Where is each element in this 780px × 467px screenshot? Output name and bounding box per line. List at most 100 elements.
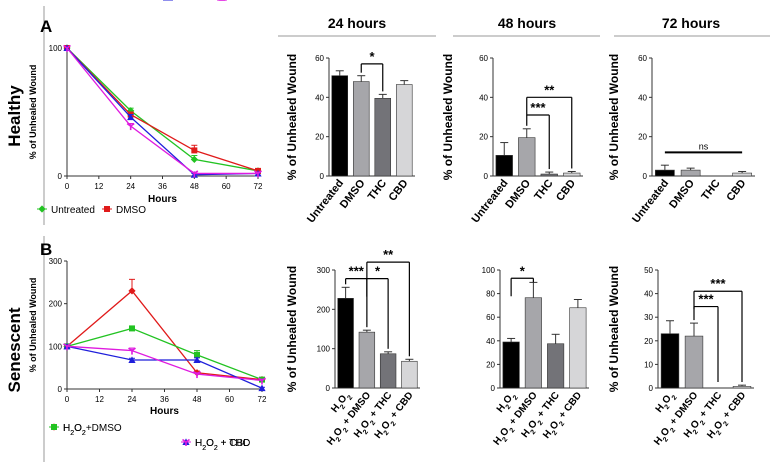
line-y-axis-label: % of Unhealed Wound bbox=[28, 65, 38, 160]
line-x-tick-label: 24 bbox=[126, 182, 135, 191]
legend-item: Untreated bbox=[37, 205, 95, 216]
bar-category-label: H2O2 bbox=[495, 390, 520, 416]
bar-category-label: H2O2 bbox=[654, 390, 679, 416]
data-point bbox=[258, 377, 266, 385]
significance-label: ** bbox=[544, 82, 555, 97]
header-48-hours: 48 hours bbox=[498, 15, 557, 31]
bar bbox=[337, 298, 354, 389]
legend-label: H2O2 + CBD bbox=[195, 438, 250, 452]
data-point-arm-1 bbox=[131, 347, 136, 352]
data-point bbox=[63, 44, 71, 52]
bar-category-label: CBD bbox=[724, 177, 748, 203]
bar-y-axis-label: % of Unhealed Wound bbox=[285, 54, 299, 180]
data-point-arm-2 bbox=[128, 347, 133, 352]
line-x-axis-label: Hours bbox=[148, 194, 177, 205]
data-point bbox=[193, 356, 201, 363]
significance-label: *** bbox=[530, 100, 546, 115]
data-point bbox=[258, 384, 266, 392]
legend-label: H2O2 bbox=[63, 423, 86, 437]
bar-y-tick-label: 40 bbox=[638, 93, 647, 102]
significance-bracket: ns bbox=[664, 141, 743, 154]
significance-bracket: ** bbox=[366, 247, 410, 357]
data-point-arm-1 bbox=[66, 343, 71, 347]
panel-label-a: A bbox=[40, 17, 52, 36]
bar-y-tick-label: 40 bbox=[644, 290, 653, 299]
line-x-tick-label: 0 bbox=[65, 395, 70, 404]
bar-y-tick-label: 20 bbox=[638, 133, 647, 142]
series-line bbox=[66, 47, 259, 172]
bar-y-tick-label: 300 bbox=[317, 266, 331, 275]
bar bbox=[395, 84, 413, 177]
significance-label: * bbox=[369, 49, 375, 64]
series-untreated bbox=[63, 44, 262, 175]
line-chart-B-line: 0 100 200 300 0 12 24 36 48 60 72 Hours % of Unheale… bbox=[28, 257, 267, 452]
data-point-arm-2 bbox=[254, 170, 259, 175]
bar-y-tick-label: 60 bbox=[638, 54, 647, 63]
line-y-tick-label: 300 bbox=[49, 257, 63, 266]
bar bbox=[680, 169, 701, 177]
data-point-arm-2 bbox=[63, 343, 68, 347]
line-x-tick-label: 72 bbox=[258, 395, 267, 404]
significance-bracket: ** bbox=[526, 82, 573, 169]
series-line bbox=[66, 327, 263, 381]
bar-category-label: DMSO bbox=[503, 177, 533, 211]
legend-label: H2O2 + THC bbox=[195, 438, 250, 452]
data-point-arm-1 bbox=[257, 170, 262, 175]
bar bbox=[660, 333, 680, 389]
series-cbd bbox=[63, 44, 262, 178]
legend-item: DMSO bbox=[102, 205, 146, 216]
line-y-tick-label: 100 bbox=[49, 342, 63, 351]
data-point bbox=[128, 347, 136, 355]
series-h2o2 bbox=[63, 278, 266, 384]
significance-label: * bbox=[375, 264, 381, 279]
bar-y-tick-label: 0 bbox=[643, 172, 648, 181]
bar-y-tick-label: 40 bbox=[315, 93, 324, 102]
bar bbox=[374, 98, 392, 177]
bar-category-label: THC bbox=[366, 177, 389, 202]
significance-label: *** bbox=[710, 276, 726, 291]
panel-label-b: B bbox=[40, 240, 52, 259]
line-x-tick-label: 60 bbox=[222, 182, 231, 191]
legend-item: THC bbox=[217, 0, 252, 3]
series-h2o2-cbd bbox=[63, 342, 266, 392]
bar-y-tick-label: 0 bbox=[326, 384, 331, 393]
significance-bracket: *** bbox=[526, 100, 550, 170]
line-y-tick-label: 200 bbox=[49, 300, 63, 309]
bar-y-tick-label: 30 bbox=[644, 313, 653, 322]
bar-category-label: THC bbox=[699, 177, 722, 202]
significance-label: ** bbox=[383, 247, 394, 262]
data-point bbox=[128, 356, 136, 363]
data-point-arm-1 bbox=[66, 44, 71, 49]
bar-y-tick-label: 100 bbox=[482, 266, 496, 275]
data-point bbox=[63, 343, 71, 351]
bar-y-tick-label: 60 bbox=[479, 54, 488, 63]
significance-label: *** bbox=[349, 264, 365, 279]
data-point bbox=[190, 155, 198, 163]
line-y-tick-label: 100 bbox=[49, 44, 63, 53]
bar-category-label: THC bbox=[532, 177, 555, 202]
bar-y-tick-label: 20 bbox=[644, 337, 653, 346]
bar bbox=[732, 386, 752, 389]
header-24-hours: 24 hours bbox=[328, 15, 387, 31]
data-point bbox=[128, 287, 136, 295]
row-label-senescent: Senescent bbox=[5, 307, 24, 392]
bar bbox=[352, 81, 370, 177]
bar bbox=[547, 343, 565, 389]
bar bbox=[655, 169, 675, 177]
bar-y-tick-label: 20 bbox=[486, 360, 495, 369]
bar bbox=[502, 341, 520, 389]
legend-label: THC bbox=[231, 0, 252, 3]
legend-label: DMSO bbox=[116, 205, 146, 216]
bar-y-tick-label: 0 bbox=[484, 172, 489, 181]
bar-y-tick-label: 0 bbox=[491, 384, 496, 393]
bar bbox=[563, 172, 581, 177]
data-point-arm-1 bbox=[261, 377, 266, 382]
line-chart-A-line: 0 100 0 12 24 36 48 60 72 Hours % of Unhealed Woun… bbox=[28, 0, 263, 216]
significance-label: *** bbox=[698, 292, 714, 307]
line-x-axis-label: Hours bbox=[150, 406, 179, 417]
bar-y-tick-label: 200 bbox=[317, 305, 331, 314]
bar-category-label: CBD bbox=[386, 177, 410, 203]
bar-category-label: CBD bbox=[554, 177, 578, 203]
